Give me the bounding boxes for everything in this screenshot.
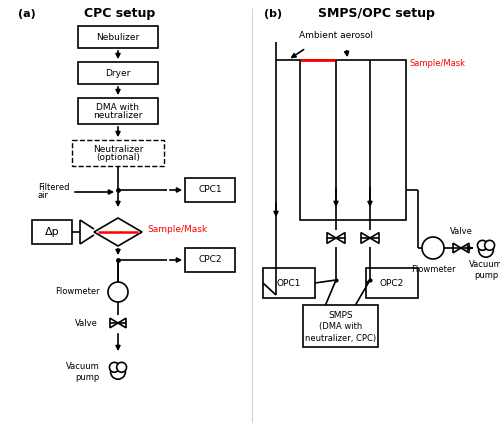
Text: DMA with: DMA with bbox=[96, 102, 140, 111]
Bar bbox=[32, 220, 72, 244]
Text: Flowmeter: Flowmeter bbox=[56, 288, 100, 297]
Polygon shape bbox=[461, 243, 469, 253]
Text: neutralizer, CPC): neutralizer, CPC) bbox=[305, 334, 376, 343]
Polygon shape bbox=[361, 233, 370, 243]
Text: (optional): (optional) bbox=[96, 154, 140, 163]
Polygon shape bbox=[327, 233, 336, 243]
Text: Dryer: Dryer bbox=[106, 68, 130, 77]
Text: air: air bbox=[38, 191, 49, 200]
Bar bbox=[303, 305, 378, 347]
Polygon shape bbox=[370, 233, 379, 243]
Text: OPC2: OPC2 bbox=[380, 279, 404, 288]
Text: Flowmeter: Flowmeter bbox=[410, 265, 456, 274]
Text: CPC setup: CPC setup bbox=[84, 7, 156, 21]
Bar bbox=[300, 60, 406, 220]
Text: Valve: Valve bbox=[75, 319, 98, 328]
Bar bbox=[78, 98, 158, 124]
Bar bbox=[263, 268, 315, 298]
Text: (a): (a) bbox=[18, 9, 36, 19]
Text: Filtered: Filtered bbox=[38, 184, 70, 193]
Text: Valve: Valve bbox=[450, 227, 472, 236]
Text: Nebulizer: Nebulizer bbox=[96, 33, 140, 42]
Polygon shape bbox=[94, 218, 142, 246]
Circle shape bbox=[478, 240, 488, 250]
Polygon shape bbox=[118, 318, 126, 328]
Text: Sample/Mask: Sample/Mask bbox=[147, 225, 207, 234]
Text: Δp: Δp bbox=[44, 227, 60, 237]
Text: SMPS: SMPS bbox=[328, 310, 353, 319]
Polygon shape bbox=[336, 233, 345, 243]
Circle shape bbox=[110, 362, 120, 372]
Bar bbox=[366, 268, 418, 298]
Text: Ambient aerosol: Ambient aerosol bbox=[299, 31, 373, 40]
Text: SMPS/OPC setup: SMPS/OPC setup bbox=[318, 7, 434, 21]
Text: Vacuum
pump: Vacuum pump bbox=[469, 260, 500, 280]
Circle shape bbox=[108, 282, 128, 302]
Bar bbox=[185, 248, 235, 272]
Text: CPC2: CPC2 bbox=[198, 255, 222, 264]
Text: (b): (b) bbox=[264, 9, 282, 19]
Bar bbox=[78, 62, 158, 84]
Circle shape bbox=[422, 237, 444, 259]
Polygon shape bbox=[110, 318, 118, 328]
Text: (DMA with: (DMA with bbox=[319, 322, 362, 332]
Text: neutralizer: neutralizer bbox=[94, 111, 142, 120]
Circle shape bbox=[484, 240, 494, 250]
Bar bbox=[78, 26, 158, 48]
Circle shape bbox=[116, 362, 126, 372]
Bar bbox=[185, 178, 235, 202]
Circle shape bbox=[110, 364, 126, 379]
Text: CPC1: CPC1 bbox=[198, 185, 222, 194]
Text: Vacuum
pump: Vacuum pump bbox=[66, 362, 100, 382]
Text: Sample/Mask: Sample/Mask bbox=[410, 59, 466, 68]
Polygon shape bbox=[453, 243, 461, 253]
Text: Neutralizer: Neutralizer bbox=[93, 144, 143, 154]
Text: OPC1: OPC1 bbox=[277, 279, 301, 288]
Circle shape bbox=[478, 243, 494, 257]
Bar bbox=[72, 140, 164, 166]
